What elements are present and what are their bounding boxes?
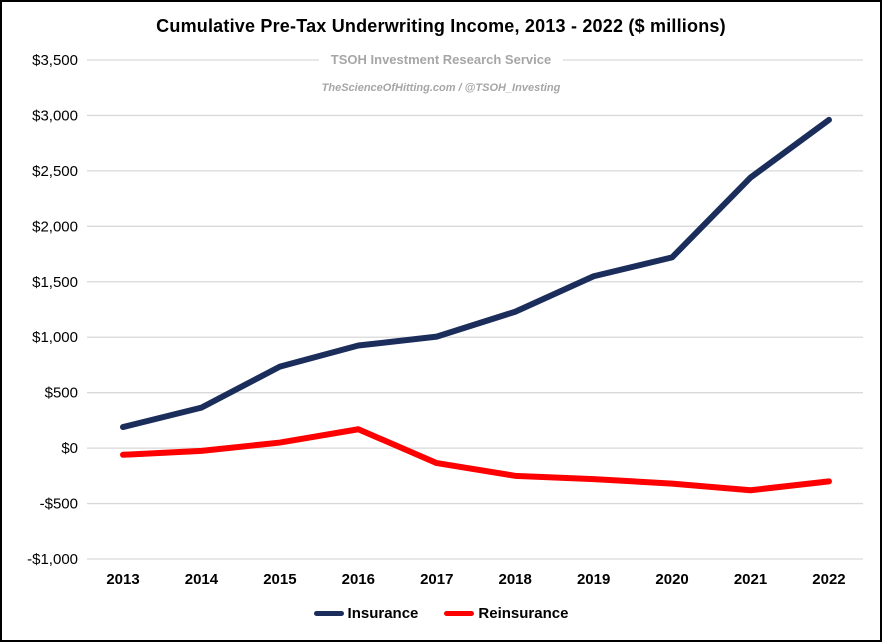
insurance-series-line xyxy=(120,116,832,431)
chart-subtitle: TSOH Investment Research Service xyxy=(318,52,564,67)
x-axis-tick-label: 2018 xyxy=(499,571,532,588)
x-axis-tick-label: 2015 xyxy=(263,571,296,588)
y-axis-tick-label: $1,000 xyxy=(32,329,78,346)
x-axis-tick-label: 2022 xyxy=(812,571,845,588)
chart-subtitle-row: TSOH Investment Research Service xyxy=(2,51,880,69)
x-axis-tick-label: 2019 xyxy=(577,571,610,588)
x-axis-tick-label: 2016 xyxy=(342,571,375,588)
x-axis-tick-label: 2020 xyxy=(655,571,688,588)
x-axis-tick-label: 2014 xyxy=(185,571,219,588)
reinsurance-line-swatch xyxy=(444,611,475,616)
y-axis-tick-label: $3,500 xyxy=(32,52,78,69)
chart-title: Cumulative Pre-Tax Underwriting Income, … xyxy=(156,16,726,36)
y-axis-tick-label: -$1,000 xyxy=(27,551,78,568)
y-axis-tick-label: -$500 xyxy=(40,496,78,513)
insurance-line-swatch xyxy=(313,611,344,616)
reinsurance-series-line xyxy=(120,426,832,494)
insurance-legend-label: Insurance xyxy=(347,605,419,622)
x-axis-tick-label: 2013 xyxy=(106,571,139,588)
reinsurance-legend-label: Reinsurance xyxy=(478,605,569,622)
y-axis-tick-label: $3,000 xyxy=(32,107,78,124)
legend: Insurance Reinsurance xyxy=(2,605,880,622)
legend-item-insurance: Insurance xyxy=(313,605,419,622)
y-axis-tick-label: $1,500 xyxy=(32,274,78,291)
legend-item-reinsurance: Reinsurance xyxy=(444,605,568,622)
y-axis-tick-label: $2,000 xyxy=(32,218,78,235)
chart-tagline: TheScienceOfHitting.com / @TSOH_Investin… xyxy=(313,82,569,94)
y-axis-tick-label: $2,500 xyxy=(32,163,78,180)
y-axis-tick-label: $0 xyxy=(61,440,78,457)
y-axis-tick-label: $500 xyxy=(45,385,78,402)
chart-tagline-row: TheScienceOfHitting.com / @TSOH_Investin… xyxy=(2,78,880,96)
x-axis-tick-label: 2021 xyxy=(734,571,767,588)
x-axis-tick-label: 2017 xyxy=(420,571,453,588)
